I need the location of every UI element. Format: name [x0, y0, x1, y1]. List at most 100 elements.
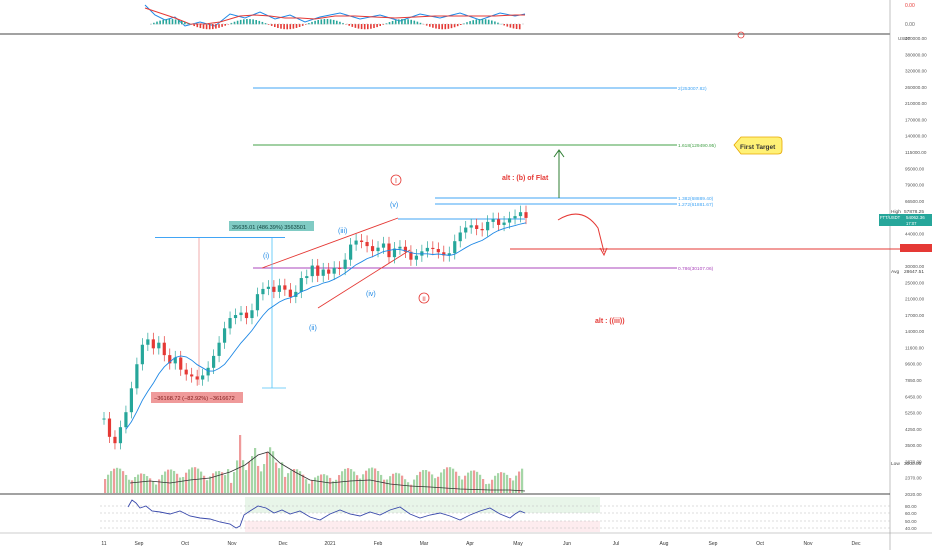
- fib-label: 1.382(68889.40): [678, 196, 714, 202]
- volume-bar: [107, 475, 109, 493]
- volume-bar: [446, 467, 448, 493]
- volume-bar: [347, 468, 349, 493]
- x-tick-label: Feb: [374, 541, 383, 547]
- top-hist-bar: [274, 24, 276, 27]
- volume-bar: [329, 478, 331, 493]
- candle-body: [513, 216, 516, 218]
- top-hist-bar: [240, 20, 242, 24]
- volume-bar: [224, 475, 226, 493]
- candle-body: [365, 242, 368, 246]
- candle-body: [102, 419, 105, 420]
- volume-bar: [383, 480, 385, 493]
- top-hist-bar: [336, 21, 338, 25]
- x-tick-label: Jul: [613, 541, 619, 547]
- badge-low-value: 3000.00: [904, 461, 922, 467]
- top-hist-bar: [438, 24, 440, 29]
- y-tick-label: 3500.00: [905, 443, 922, 448]
- x-tick-label: Oct: [181, 541, 189, 547]
- volume-bar: [206, 480, 208, 493]
- volume-bar: [437, 477, 439, 493]
- top-hist-bar: [398, 19, 400, 24]
- candle-body: [349, 245, 352, 260]
- candle-body: [207, 368, 210, 376]
- volume-bar: [380, 475, 382, 493]
- alt-b-flat-label: alt : (b) of Flat: [502, 175, 549, 182]
- x-tick-label: Jun: [563, 541, 571, 547]
- volume-bar: [176, 474, 178, 493]
- candle-body: [239, 313, 242, 315]
- wave-label-i: (i): [263, 253, 269, 260]
- volume-bar: [485, 484, 487, 493]
- top-hist-bar: [206, 24, 208, 29]
- volume-bar: [395, 473, 397, 493]
- volume-bars: [104, 435, 523, 493]
- volume-bar: [233, 472, 235, 493]
- range-down-label: −36168.72 (−82.92%) −3616672: [154, 396, 235, 402]
- volume-bar: [455, 472, 457, 493]
- volume-bar: [356, 475, 358, 493]
- top-hist-bar: [172, 19, 174, 24]
- volume-bar: [434, 478, 436, 493]
- badge-current-value: 54062.36: [906, 215, 925, 220]
- top-hist-bar: [200, 24, 202, 28]
- top-hist-bar: [221, 24, 223, 27]
- candle-body: [272, 287, 275, 292]
- volume-bar: [335, 480, 337, 493]
- first-target-label: First Target: [740, 144, 776, 151]
- top-hist-bar: [358, 24, 360, 29]
- y-tick-label: 2020.00: [905, 492, 922, 497]
- candle-body: [119, 427, 122, 443]
- volume-bar: [440, 472, 442, 493]
- wave-label-v: (v): [390, 202, 398, 209]
- badge-current-time: 17:07: [906, 221, 917, 226]
- y-tick-label: 5250.00: [905, 411, 922, 416]
- candle-body: [360, 241, 363, 242]
- top-hist-bar: [330, 19, 332, 24]
- top-hist-bar: [445, 24, 447, 29]
- top-hist-bar: [249, 19, 251, 24]
- y-tick-label: 140000.00: [905, 134, 927, 139]
- candle-body: [300, 278, 303, 292]
- top-hist-bar: [516, 24, 518, 29]
- candle-body: [376, 248, 379, 251]
- volume-bar: [293, 469, 295, 493]
- volume-bar: [320, 474, 322, 493]
- candle-body: [344, 260, 347, 269]
- volume-bar: [152, 481, 154, 493]
- top-hist-bar: [373, 24, 375, 28]
- candle-body: [492, 219, 495, 222]
- volume-bar: [230, 483, 232, 493]
- candle-body: [355, 241, 358, 245]
- top-oscillator-panel: 0.00 0.00: [0, 3, 915, 34]
- volume-bar: [194, 467, 196, 493]
- volume-bar: [266, 452, 268, 493]
- top-hist-bar: [513, 24, 515, 28]
- volume-bar: [338, 475, 340, 493]
- top-hist-bar: [321, 19, 323, 24]
- top-hist-bar: [324, 19, 326, 24]
- y-tick-label: 115000.00: [905, 150, 927, 155]
- top-hist-bar: [268, 24, 270, 25]
- top-hist-bar: [255, 20, 257, 24]
- top-hist-bar: [224, 24, 226, 26]
- y-tick-label: 380000.00: [905, 52, 927, 57]
- top-hist-bar: [379, 24, 381, 26]
- volume-bar: [182, 477, 184, 493]
- oscillator-tick-label: 50.00: [905, 519, 917, 524]
- volume-bar: [290, 470, 292, 493]
- x-tick-label: Aug: [660, 541, 669, 547]
- candle-body: [190, 374, 193, 376]
- candle-body: [157, 343, 160, 349]
- top-hist-bar: [376, 24, 378, 27]
- volume-bar: [458, 476, 460, 493]
- top-hist-bar: [299, 24, 301, 27]
- candle-body: [135, 364, 138, 388]
- candle-body: [223, 328, 226, 342]
- candle-body: [163, 343, 166, 355]
- red-marker-circle: [738, 32, 744, 38]
- top-hist-bar: [209, 24, 211, 29]
- volume-bar: [488, 484, 490, 493]
- top-hist-bar: [283, 24, 285, 29]
- y-tick-label: 2370.00: [905, 476, 922, 481]
